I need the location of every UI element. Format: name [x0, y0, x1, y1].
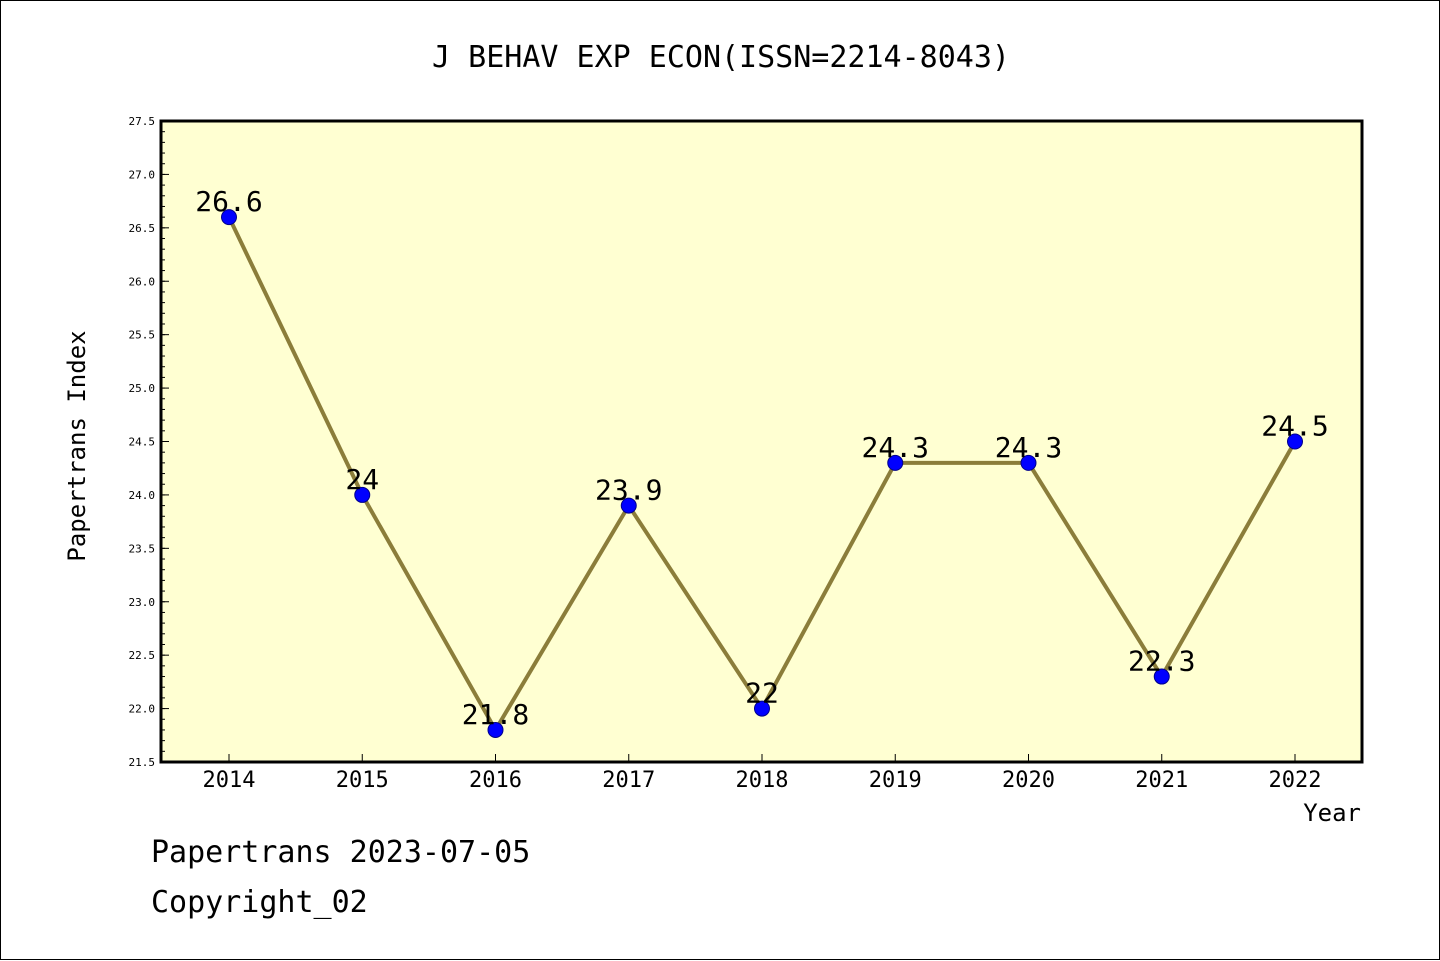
data-point [1020, 454, 1037, 471]
x-tick-label: 2020 [1002, 768, 1055, 793]
data-point [221, 209, 237, 226]
data-point [487, 721, 504, 738]
y-tick-label: 22.5 [129, 649, 156, 662]
y-tick-label: 26.5 [129, 222, 156, 235]
y-tick-label: 24.5 [129, 436, 156, 449]
data-point [1153, 668, 1170, 685]
data-label: 24.3 [862, 431, 929, 464]
y-tick-label: 21.5 [129, 756, 156, 769]
y-tick-label: 23.5 [129, 542, 156, 555]
data-label: 22 [745, 677, 779, 710]
data-label: 24.3 [995, 431, 1062, 464]
data-point [354, 486, 371, 503]
data-label: 22.3 [1128, 645, 1195, 678]
y-tick-label: 25.5 [129, 329, 156, 342]
x-tick-label: 2021 [1135, 768, 1188, 793]
y-tick-label: 27.5 [129, 115, 156, 128]
data-label: 24 [345, 463, 379, 496]
plot-area [161, 121, 1362, 762]
data-label: 26.6 [195, 185, 262, 218]
y-tick-label: 26.0 [129, 275, 156, 288]
y-tick-label: 22.0 [129, 703, 156, 716]
chart-title: J BEHAV EXP ECON(ISSN=2214-8043) [432, 40, 1010, 75]
data-point [887, 454, 904, 471]
y-tick-label: 25.0 [129, 382, 156, 395]
y-tick-label: 24.0 [129, 489, 156, 502]
footer-date: Papertrans 2023-07-05 [151, 835, 531, 870]
data-point [620, 497, 637, 514]
y-tick-label: 23.0 [129, 596, 156, 609]
x-tick-label: 2015 [336, 768, 389, 793]
plot-border [159, 119, 1364, 764]
x-tick-label: 2016 [469, 768, 522, 793]
x-tick-label: 2022 [1269, 768, 1322, 793]
data-point [754, 700, 770, 717]
x-tick-label: 2014 [203, 768, 256, 793]
data-point [1287, 433, 1303, 450]
data-label: 24.5 [1261, 410, 1328, 443]
x-tick-label: 2017 [602, 768, 655, 793]
x-axis-label: Year [1303, 799, 1361, 827]
data-label: 21.8 [462, 698, 529, 731]
footer-copyright: Copyright_02 [151, 885, 368, 920]
y-tick-label: 27.0 [129, 168, 156, 181]
y-axis-label: Papertrans Index [63, 330, 91, 561]
x-tick-label: 2019 [869, 768, 922, 793]
x-tick-label: 2018 [736, 768, 789, 793]
data-label: 23.9 [595, 474, 662, 507]
